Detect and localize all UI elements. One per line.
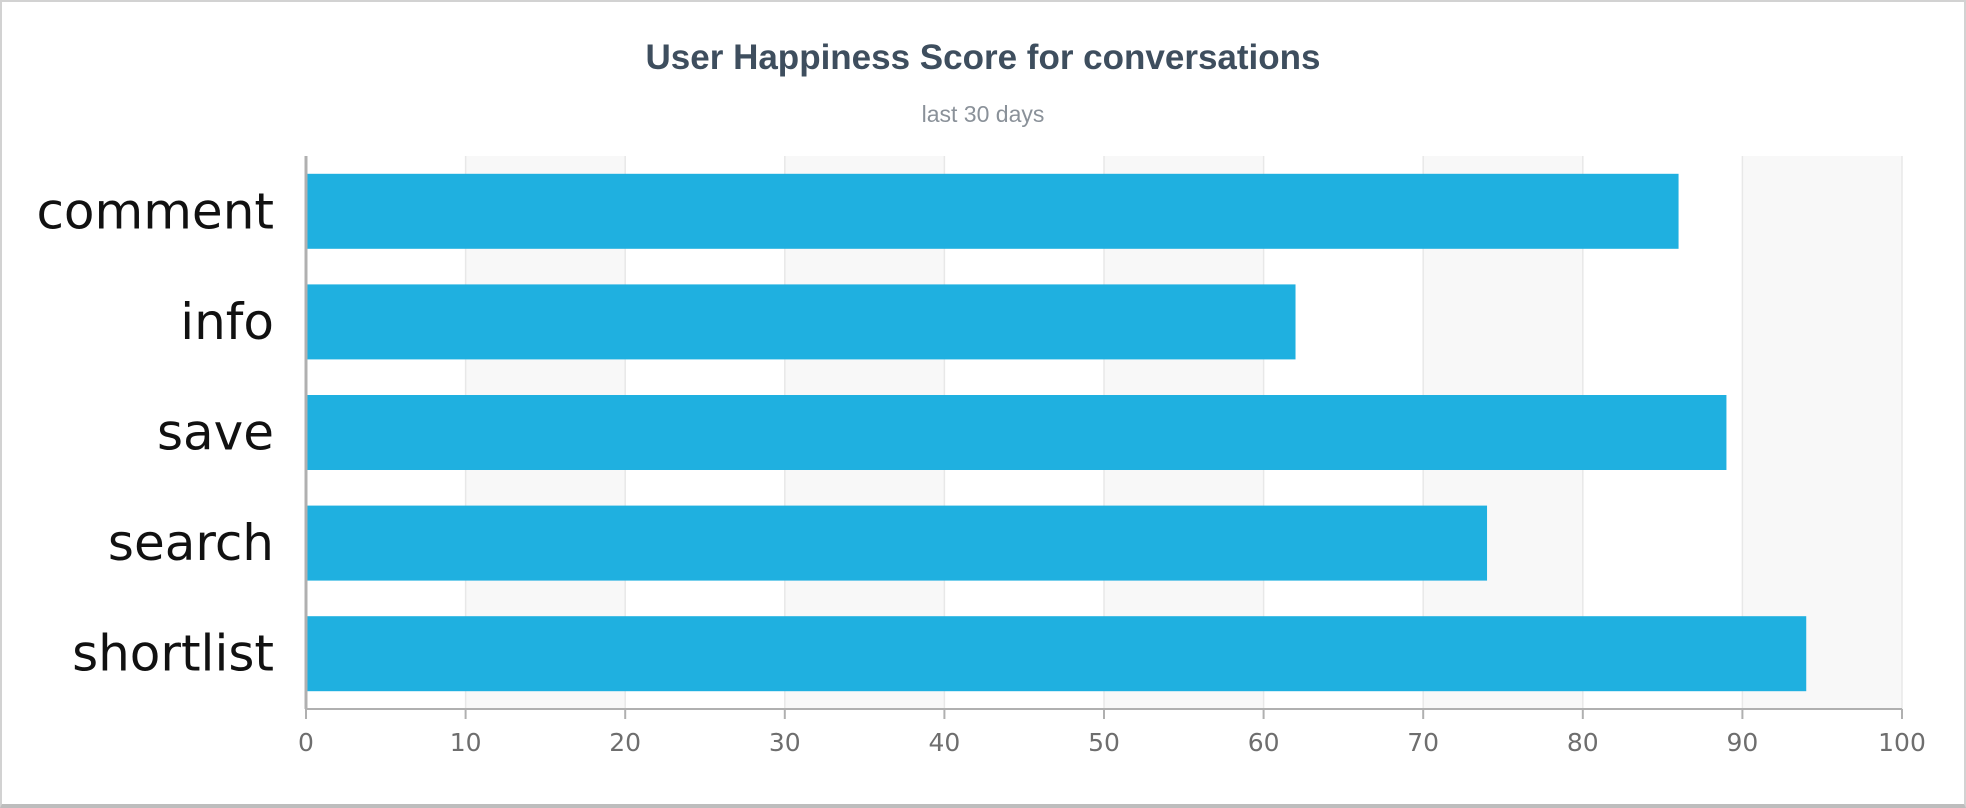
x-tick-label: 0: [298, 728, 314, 757]
chart-subtitle: last 30 days: [921, 101, 1045, 127]
bar-comment[interactable]: [306, 173, 1679, 249]
category-labels: comment info save search shortlist: [36, 182, 274, 682]
x-tick-label: 100: [1878, 728, 1926, 757]
x-tick-label: 10: [450, 728, 482, 757]
x-tick-label: 50: [1088, 728, 1120, 757]
category-label-comment: comment: [36, 182, 274, 240]
category-label-info: info: [180, 293, 274, 351]
x-tick-label: 90: [1726, 728, 1758, 757]
category-label-save: save: [157, 404, 274, 462]
category-label-shortlist: shortlist: [72, 625, 274, 683]
x-tick-label: 70: [1407, 728, 1439, 757]
chart-title: User Happiness Score for conversations: [645, 38, 1321, 77]
x-tick-label: 30: [769, 728, 801, 757]
x-tick-label: 20: [609, 728, 641, 757]
bar-shortlist[interactable]: [306, 616, 1807, 692]
x-tick-label: 80: [1567, 728, 1599, 757]
x-tick-label: 40: [928, 728, 960, 757]
x-axis-ticks: 0 10 20 30 40 50 60 70 80 90 100: [298, 709, 1926, 757]
x-tick-label: 60: [1248, 728, 1280, 757]
category-label-search: search: [108, 514, 274, 572]
bar-info[interactable]: [306, 284, 1296, 360]
bar-search[interactable]: [306, 505, 1488, 581]
bar-save[interactable]: [306, 395, 1727, 470]
bars: [306, 173, 1807, 692]
